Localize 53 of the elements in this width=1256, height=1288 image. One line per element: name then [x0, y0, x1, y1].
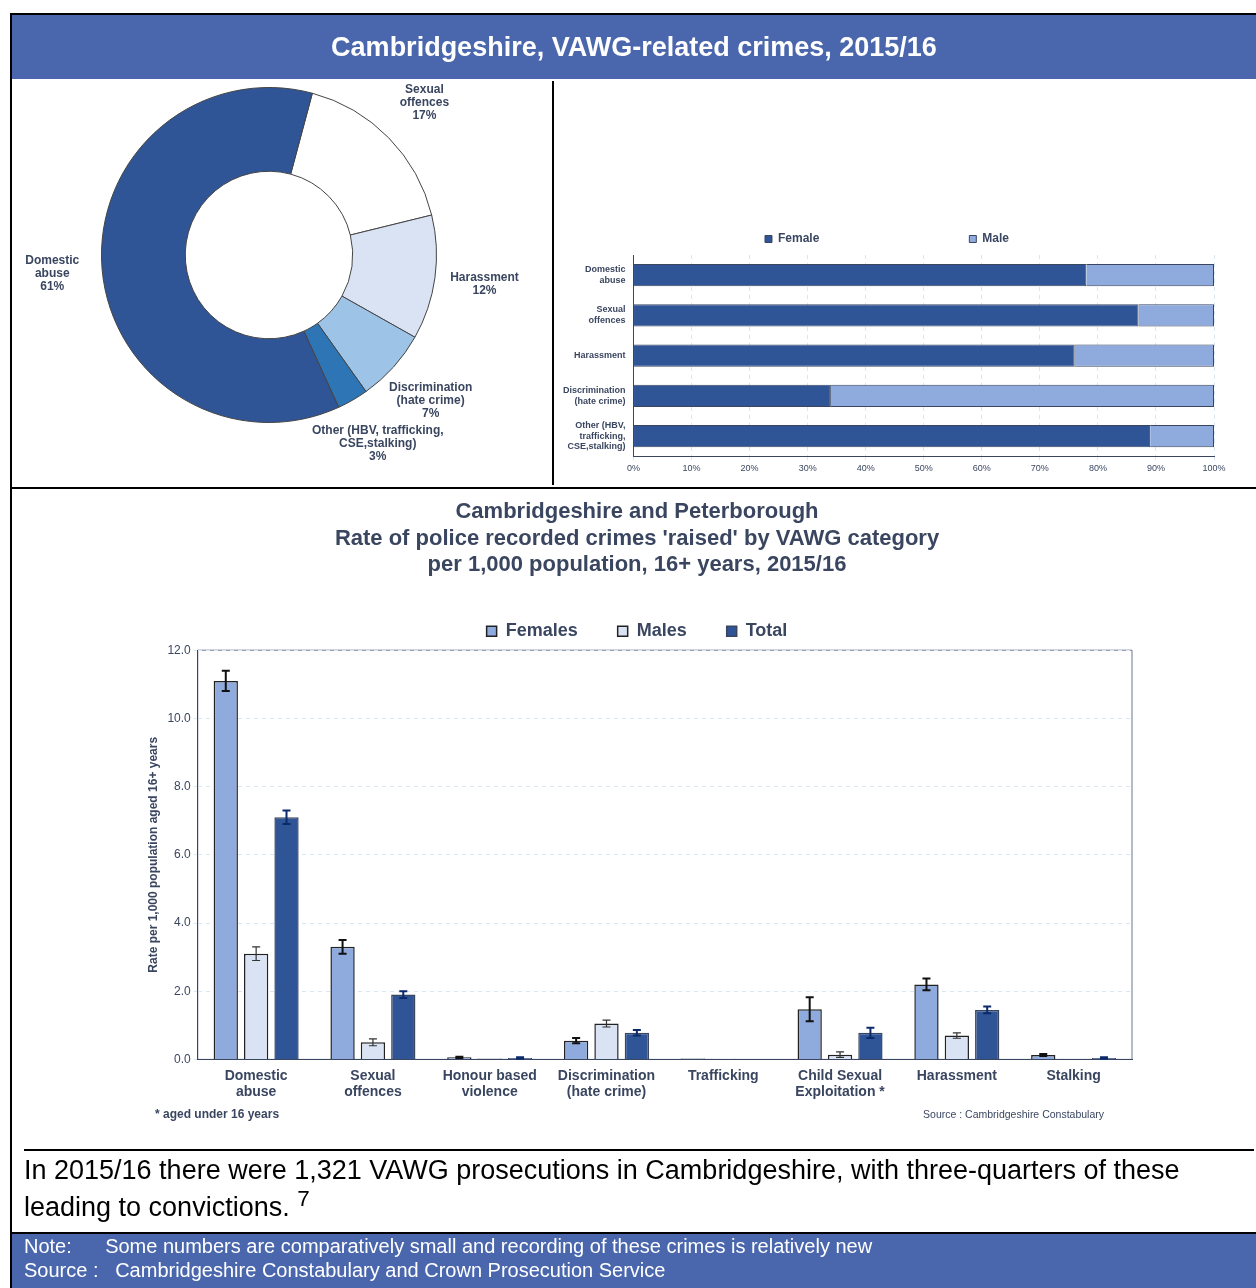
- y-tick-label: Harassment: [573, 350, 626, 361]
- y-tick-label: Other (HBV, trafficking, CSE,stalking): [567, 419, 626, 452]
- x-tick-label: Child Sexual Exploitation *: [795, 1066, 886, 1100]
- data-label: 7%: [421, 405, 440, 420]
- source-note: Source : Cambridgeshire Constabulary and Crown Prosecution Service: [23, 1258, 667, 1282]
- text: * aged under 16 years: [155, 1107, 280, 1122]
- x-tick-label: 20%: [740, 463, 759, 474]
- y-tick-label: 0.0: [174, 1051, 192, 1066]
- chart-title: Cambridgeshire and Peterborough Rate of police recorded crimes 'raised' by VAWG category per 1,000 population, 16+ years, 2015/16: [334, 498, 940, 577]
- x-tick-label: 100%: [1202, 463, 1226, 474]
- y-tick-label: 8.0: [174, 778, 192, 793]
- text: Cambridgeshire, VAWG-related crimes, 2015/16: [12, 15, 1256, 79]
- y-tick-label: 2.0: [174, 983, 192, 998]
- x-tick-label: Stalking: [1046, 1066, 1101, 1083]
- x-tick-label: 30%: [798, 463, 817, 474]
- slice-label: Domestic abuse: [25, 252, 80, 280]
- x-tick-label: 50%: [914, 463, 933, 474]
- legend-label: Total: [745, 620, 788, 641]
- x-tick-label: 70%: [1030, 463, 1049, 474]
- slice-label: Harassment: [450, 270, 519, 285]
- y-tick-label: Discrimination (hate crime): [563, 384, 626, 406]
- y-tick-label: Domestic abuse: [585, 264, 626, 285]
- slice-label: Discrimination (hate crime): [388, 379, 473, 407]
- x-tick-label: Sexual offences: [344, 1066, 402, 1100]
- slice-label: Sexual offences: [399, 82, 450, 110]
- x-tick-label: 10%: [682, 463, 701, 474]
- y-axis-title: Rate per 1,000 population aged 16+ years: [145, 736, 160, 973]
- y-tick-label: 6.0: [174, 847, 192, 862]
- x-tick-label: 60%: [972, 463, 991, 474]
- x-tick-label: Honour based violence: [442, 1066, 537, 1100]
- y-tick-label: Sexual offences: [588, 304, 626, 326]
- text: Note: Some numbers are comparatively small and recording of these crimes is relatively new: [23, 1234, 874, 1258]
- text: In 2015/16 there were 1,321 VAWG prosecutions in Cambridgeshire, with three-quarters of these leading to convictions. $^{7}$: [24, 1149, 1254, 1231]
- x-tick-label: Harassment: [916, 1066, 998, 1083]
- data-label: 3%: [369, 448, 387, 463]
- legend-label: Male: [982, 231, 1010, 246]
- x-tick-label: 0%: [627, 463, 641, 474]
- x-tick-label: 40%: [856, 463, 875, 474]
- data-label: 61%: [40, 278, 65, 293]
- x-tick-label: Domestic abuse: [224, 1066, 288, 1100]
- x-tick-label: Trafficking: [687, 1066, 759, 1083]
- data-label: 12%: [472, 283, 497, 298]
- x-tick-label: 90%: [1146, 463, 1165, 474]
- legend-label: Female: [777, 231, 820, 246]
- y-tick-label: 4.0: [174, 915, 192, 930]
- data-label: 17%: [412, 108, 437, 123]
- x-tick-label: 80%: [1088, 463, 1107, 474]
- legend-label: Males: [636, 620, 687, 641]
- source-note: Source : Cambridgeshire Constabulary: [923, 1107, 1105, 1120]
- legend-label: Females: [505, 620, 578, 641]
- slice-label: Other (HBV, trafficking, CSE,stalking): [311, 422, 444, 450]
- y-tick-label: 10.0: [167, 710, 192, 725]
- y-tick-label: 12.0: [167, 642, 192, 657]
